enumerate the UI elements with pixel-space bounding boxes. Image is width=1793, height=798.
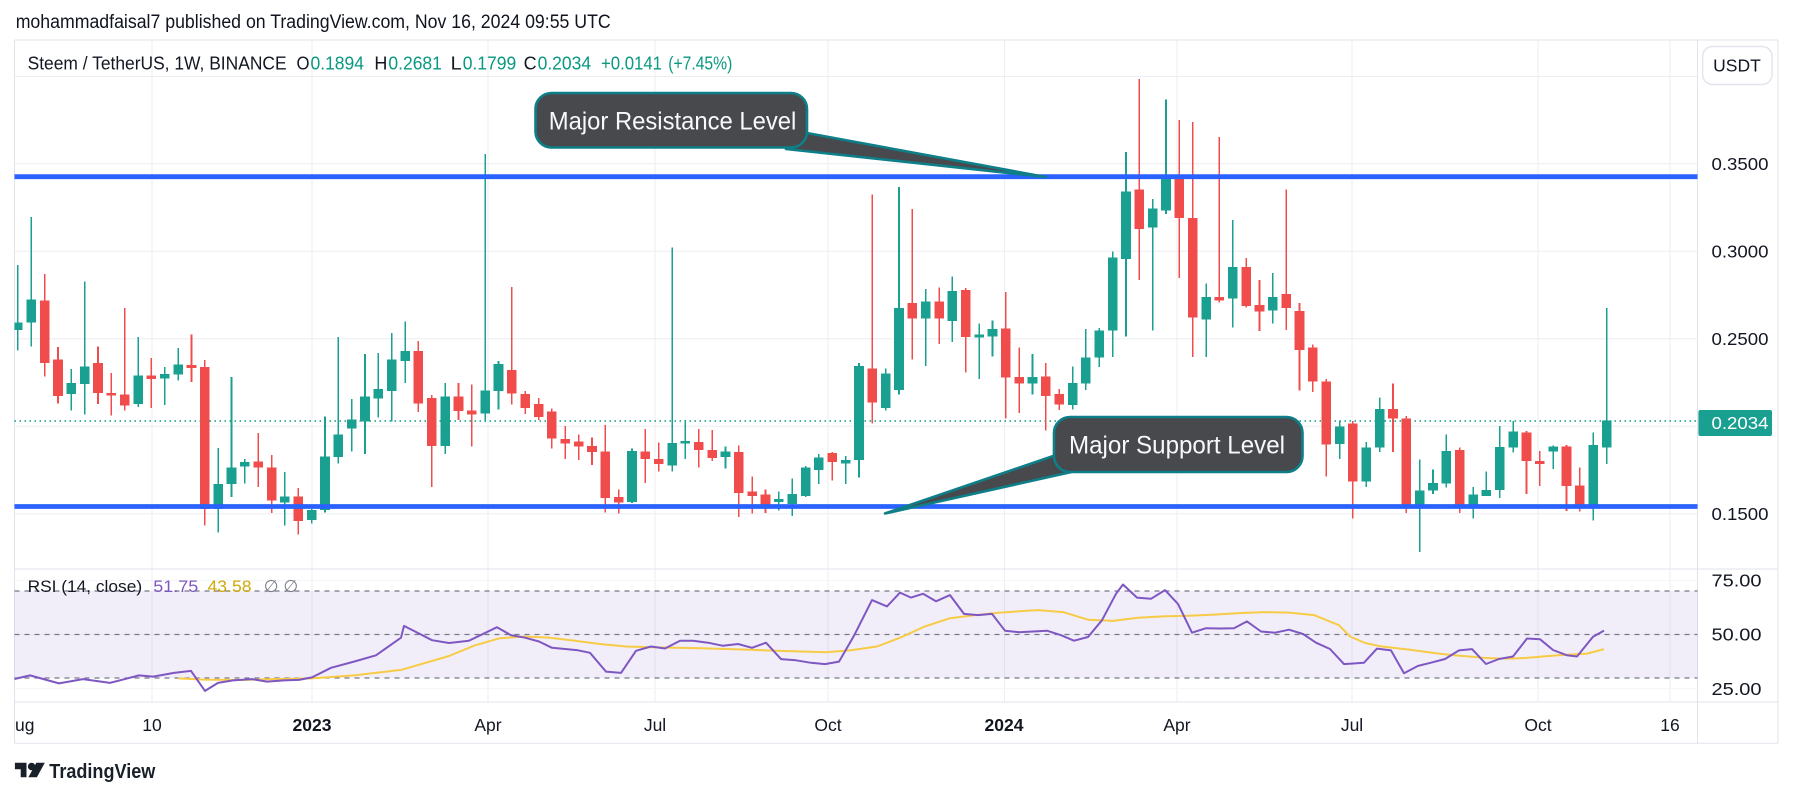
svg-text:10: 10	[142, 715, 162, 735]
svg-text:0.3000: 0.3000	[1712, 242, 1769, 262]
svg-text:mohammadfaisal7 published on T: mohammadfaisal7 published on TradingView…	[16, 12, 611, 33]
svg-text:0.1894: 0.1894	[311, 54, 365, 74]
svg-text:2023: 2023	[293, 715, 332, 735]
svg-text:75.00: 75.00	[1712, 571, 1762, 591]
svg-text:Apr: Apr	[1163, 715, 1190, 735]
svg-text:H: H	[374, 54, 387, 74]
svg-text:0.1799: 0.1799	[463, 54, 517, 74]
svg-text:43.58: 43.58	[208, 577, 252, 596]
svg-text:Oct: Oct	[814, 715, 841, 735]
svg-text:16: 16	[1660, 715, 1679, 735]
svg-text:C: C	[524, 54, 537, 74]
svg-text:USDT: USDT	[1713, 56, 1761, 76]
svg-text:+0.0141: +0.0141	[601, 54, 662, 74]
svg-text:0.1500: 0.1500	[1712, 504, 1769, 524]
svg-text:2024: 2024	[985, 715, 1024, 735]
svg-text:Jul: Jul	[644, 715, 666, 735]
svg-text:(+7.45%): (+7.45%)	[668, 54, 732, 74]
svg-text:Apr: Apr	[474, 715, 501, 735]
svg-text:Oct: Oct	[1524, 715, 1551, 735]
svg-text:Major Resistance Level: Major Resistance Level	[549, 108, 797, 136]
svg-text:51.75: 51.75	[153, 577, 198, 596]
svg-text:L: L	[451, 54, 462, 74]
svg-text:TradingView: TradingView	[49, 761, 155, 783]
svg-text:0.2500: 0.2500	[1712, 329, 1769, 349]
svg-text:50.00: 50.00	[1712, 625, 1762, 645]
svg-text:Major Support Level: Major Support Level	[1069, 432, 1285, 460]
svg-text:0.2034: 0.2034	[1712, 413, 1769, 433]
svg-text:Steem / TetherUS, 1W, BINANCE: Steem / TetherUS, 1W, BINANCE	[28, 54, 287, 74]
svg-text:0.2034: 0.2034	[538, 54, 592, 74]
svg-text:0.2681: 0.2681	[388, 54, 442, 74]
svg-text:Jul: Jul	[1341, 715, 1363, 735]
svg-text:25.00: 25.00	[1712, 679, 1762, 699]
svg-text:0.3500: 0.3500	[1712, 154, 1769, 174]
svg-text:ug: ug	[15, 715, 34, 735]
svg-text:RSI (14, close): RSI (14, close)	[28, 577, 143, 596]
svg-text:O: O	[297, 54, 310, 74]
svg-text:∅ ∅: ∅ ∅	[264, 577, 298, 596]
